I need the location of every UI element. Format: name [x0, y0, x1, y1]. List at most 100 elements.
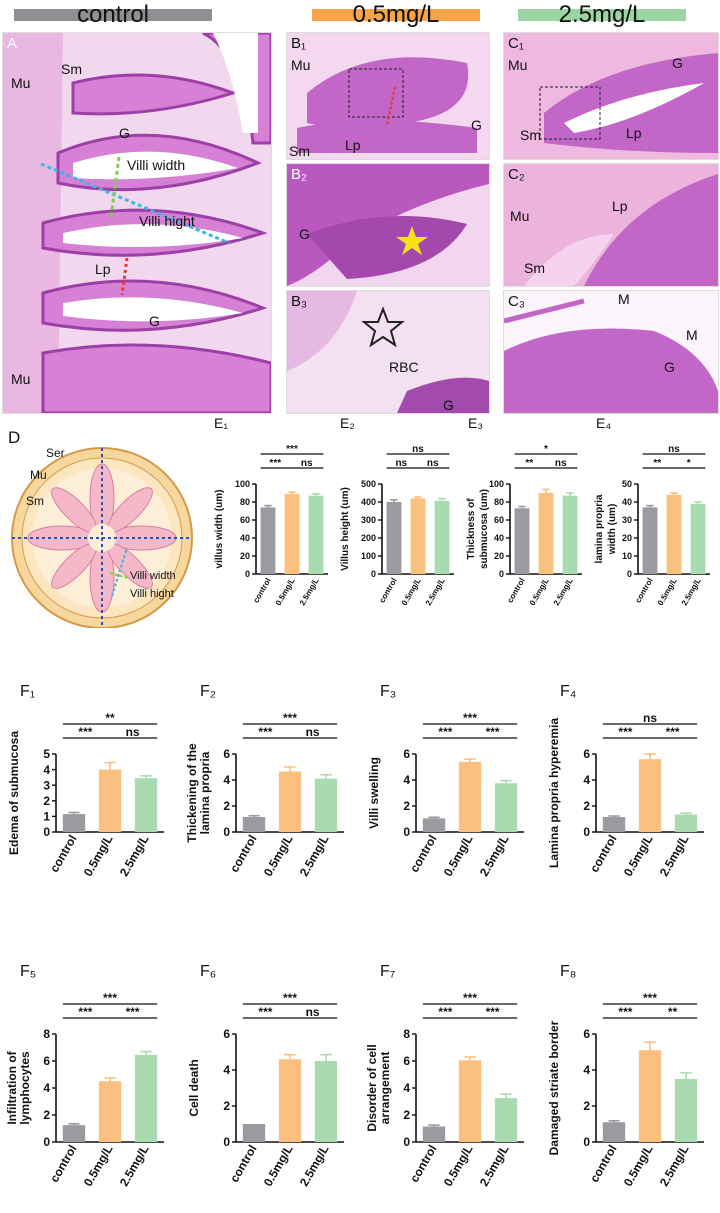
- chart-e1-y-tick-label: 40: [240, 533, 250, 543]
- chart-e3-y-tick-label: 60: [494, 515, 504, 525]
- chart-f5-bar: [134, 1054, 158, 1142]
- chart-f6-bar: [242, 1124, 266, 1142]
- chart-e2-category-label: control: [377, 577, 398, 605]
- chart-f5-y-tick-label: 0: [43, 1135, 50, 1149]
- tag-a-g: G: [119, 125, 130, 141]
- micrograph-c3-image: [504, 291, 718, 413]
- chart-f7-sig-label: ***: [463, 991, 477, 1005]
- chart-e2: E₂ 0 100 200 300 400 500 Villus height (um) cont…: [340, 415, 454, 607]
- chart-f5-sig-label: ***: [78, 1005, 92, 1019]
- chart-f2-bar: [314, 778, 338, 832]
- chart-e1-panel-label: E₁: [214, 415, 228, 431]
- panel-label-b1: B₁: [291, 35, 307, 52]
- header-high: 2.5mg/L: [518, 0, 686, 30]
- chart-e2-category-label: 2.5mg/L: [424, 576, 447, 607]
- chart-e2-bar: [410, 498, 426, 574]
- chart-e1-y-tick-label: 0: [245, 569, 250, 579]
- micrograph-b3: B₃ RBC G: [286, 290, 490, 414]
- micrograph-c1-image: [504, 33, 718, 159]
- micrograph-b1-image: [287, 33, 489, 159]
- chart-e1-y-tick-label: 100: [235, 479, 250, 489]
- chart-f3-bar: [458, 761, 482, 832]
- chart-f7-panel-label: F₇: [380, 963, 395, 980]
- chart-e2-y-label: Villus height (um): [340, 487, 351, 571]
- chart-f3-category-label: control: [407, 833, 439, 875]
- chart-e4-y-label: lamina propria width (um): [594, 494, 618, 563]
- chart-e1-bar: [284, 493, 300, 574]
- chart-f1-y-tick-label: 4: [43, 763, 50, 777]
- chart-f4-y-tick-label: 6: [583, 747, 590, 761]
- chart-e2-y-tick-label: 100: [361, 551, 376, 561]
- tag-b3-rbc: RBC: [389, 359, 419, 375]
- chart-e1-category-label: 0.5mg/L: [274, 576, 297, 607]
- chart-f6-sig-label: ***: [283, 991, 297, 1005]
- chart-e1-sig-label: ***: [269, 458, 281, 469]
- chart-e3-sig-label: ns: [555, 458, 567, 469]
- chart-f3-bar: [494, 783, 518, 832]
- chart-e3-category-label: 2.5mg/L: [552, 576, 575, 607]
- chart-f4-y-label: Lamina propria hyperemia: [547, 718, 561, 868]
- chart-e4-sig-label: *: [687, 458, 691, 469]
- chart-e1-sig-label: ***: [286, 444, 298, 455]
- tag-d-villi-hight: Villi hight: [130, 588, 174, 600]
- chart-f8-category-label: 0.5mg/L: [621, 1143, 656, 1189]
- chart-f2-y-tick-label: 0: [223, 825, 230, 839]
- chart-f2: F₂ 0 2 4 6 Thickening of thelamina propria con…: [185, 683, 344, 879]
- chart-e4-category-label: control: [633, 577, 654, 605]
- chart-e1-y-tick-label: 20: [240, 551, 250, 561]
- chart-e2-y-tick-label: 200: [361, 533, 376, 543]
- chart-f7-sig-label: ***: [438, 1005, 452, 1019]
- chart-e4-y-tick-label: 10: [622, 551, 632, 561]
- chart-f4-bar: [638, 759, 662, 832]
- chart-f3-bar: [422, 818, 446, 832]
- tag-b1-sm: Sm: [289, 143, 310, 159]
- chart-e2-y-tick-label: 500: [361, 479, 376, 489]
- diagram-d: D Ser Mu Sm Villi width Villi hight: [2, 428, 202, 629]
- chart-f8-sig-label: ***: [643, 991, 657, 1005]
- chart-e2-sig-label: ns: [412, 444, 424, 455]
- chart-e3-y-tick-label: 80: [494, 497, 504, 507]
- chart-f7-y-tick-label: 8: [403, 1027, 410, 1041]
- chart-f8-y-label: Damaged striate border: [547, 1020, 561, 1155]
- chart-f3-y-tick-label: 4: [403, 773, 410, 787]
- micrograph-c1: C₁ Mu Sm Lp G: [503, 32, 719, 160]
- chart-e1-bar: [260, 507, 276, 574]
- chart-f4-category-label: control: [587, 833, 619, 875]
- chart-e3-y-tick-label: 40: [494, 533, 504, 543]
- chart-f2-sig-label: ***: [283, 711, 297, 725]
- chart-e1-y-tick-label: 80: [240, 497, 250, 507]
- chart-f2-bar: [278, 771, 302, 832]
- chart-f7-y-tick-label: 6: [403, 1054, 410, 1068]
- chart-f8-sig-label: ***: [618, 1005, 632, 1019]
- chart-f1-panel-label: F₁: [20, 683, 35, 700]
- chart-e1-sig-label: ns: [301, 458, 313, 469]
- chart-f1-y-tick-label: 0: [43, 825, 50, 839]
- chart-f8-y-tick-label: 6: [583, 1027, 590, 1041]
- chart-f2-y-tick-label: 2: [223, 799, 230, 813]
- chart-f1-y-label: Edema of submucosa: [7, 731, 21, 855]
- chart-f1-y-tick-label: 2: [43, 794, 50, 808]
- tag-b1-mu: Mu: [291, 57, 311, 73]
- panel-label-b2: B₂: [291, 166, 307, 183]
- header-low-label: 0.5mg/L: [352, 1, 440, 28]
- chart-f8: F₈ 0 2 4 6 Damaged striate border control 0.5mg…: [547, 963, 704, 1189]
- chart-f5-y-tick-label: 4: [43, 1081, 50, 1095]
- chart-f2-y-label: Thickening of thelamina propria: [185, 743, 212, 843]
- chart-f1: F₁ 01 2 34 5 Edema of submucosa control 0.5mg/L…: [7, 683, 164, 879]
- chart-e3-y-tick-label: 0: [499, 569, 504, 579]
- chart-f4-y-tick-label: 2: [583, 799, 590, 813]
- chart-e4: E₄ 0 10 20 30 40 50 lamina propria width (um) con…: [594, 415, 710, 607]
- panel-label-d: D: [8, 428, 21, 447]
- chart-f3-y-label: Villi swelling: [367, 757, 381, 829]
- chart-f7-y-tick-label: 4: [403, 1081, 410, 1095]
- chart-e1-category-label: control: [251, 577, 272, 605]
- chart-e2-y-tick-label: 400: [361, 497, 376, 507]
- chart-f4-y-tick-label: 0: [583, 825, 590, 839]
- chart-f6-category-label: 0.5mg/L: [261, 1143, 296, 1189]
- chart-f1-y-tick-label: 1: [43, 810, 50, 824]
- chart-e4-bar: [666, 494, 682, 574]
- chart-f6-category-label: 2.5mg/L: [297, 1143, 332, 1189]
- panel-label-c1: C₁: [508, 35, 524, 52]
- chart-f1-sig-label: ns: [126, 725, 140, 739]
